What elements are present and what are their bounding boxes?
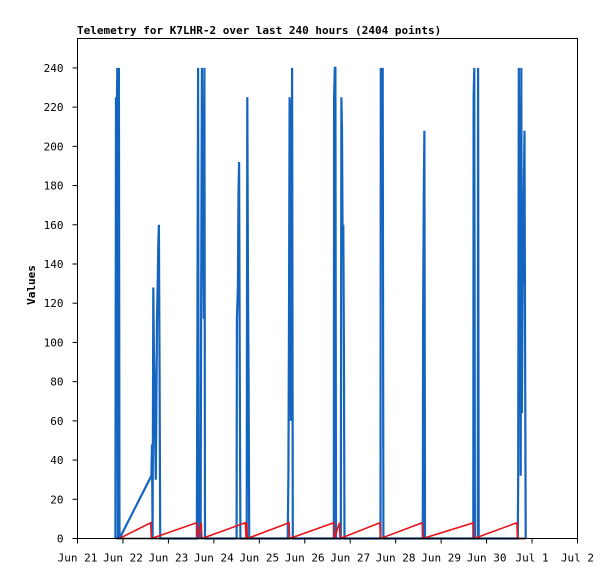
x-tick-label: Jun 21 bbox=[58, 552, 98, 565]
x-tick-label: Jun 24 bbox=[194, 552, 234, 565]
y-tick-label: 40 bbox=[50, 454, 63, 467]
x-tick-label: Jun 25 bbox=[239, 552, 279, 565]
series-layer bbox=[114, 66, 527, 540]
y-tick-label: 60 bbox=[50, 415, 63, 428]
x-tick-label: Jun 28 bbox=[376, 552, 416, 565]
y-tick-label: 160 bbox=[44, 219, 64, 232]
y-tick-label: 240 bbox=[44, 62, 64, 75]
x-tick-label: Jun 27 bbox=[330, 552, 370, 565]
series-line-1 bbox=[114, 66, 527, 540]
x-tick-label: Jun 30 bbox=[467, 552, 507, 565]
x-tick-label: Jun 23 bbox=[149, 552, 189, 565]
y-tick-label: 140 bbox=[44, 258, 64, 271]
x-tick-label: Jun 29 bbox=[421, 552, 461, 565]
x-tick-label: Jun 26 bbox=[285, 552, 325, 565]
x-tick-label: Jul 1 bbox=[515, 552, 548, 565]
y-tick-label: 20 bbox=[50, 493, 63, 506]
y-tick-label: 220 bbox=[44, 101, 64, 114]
y-tick-label: 180 bbox=[44, 180, 64, 193]
y-tick-label: 120 bbox=[44, 297, 64, 310]
y-ticks: 0 20 40 60 80 100 120 140 160 180 200 220 240 bbox=[44, 62, 78, 546]
y-tick-label: 80 bbox=[50, 376, 63, 389]
series-line-2 bbox=[118, 521, 526, 540]
x-ticks: Jun 21 Jun 22 Jun 23 Jun 24 Jun 25 Jun 26 Jun … bbox=[58, 538, 594, 565]
y-tick-label: 100 bbox=[44, 336, 64, 349]
y-tick-label: 0 bbox=[57, 533, 64, 546]
y-tick-label: 200 bbox=[44, 140, 64, 153]
chart-title: Telemetry for K7LHR-2 over last 240 hour… bbox=[77, 24, 442, 37]
x-tick-label: Jul 2 bbox=[561, 552, 594, 565]
x-tick-label: Jun 22 bbox=[103, 552, 143, 565]
